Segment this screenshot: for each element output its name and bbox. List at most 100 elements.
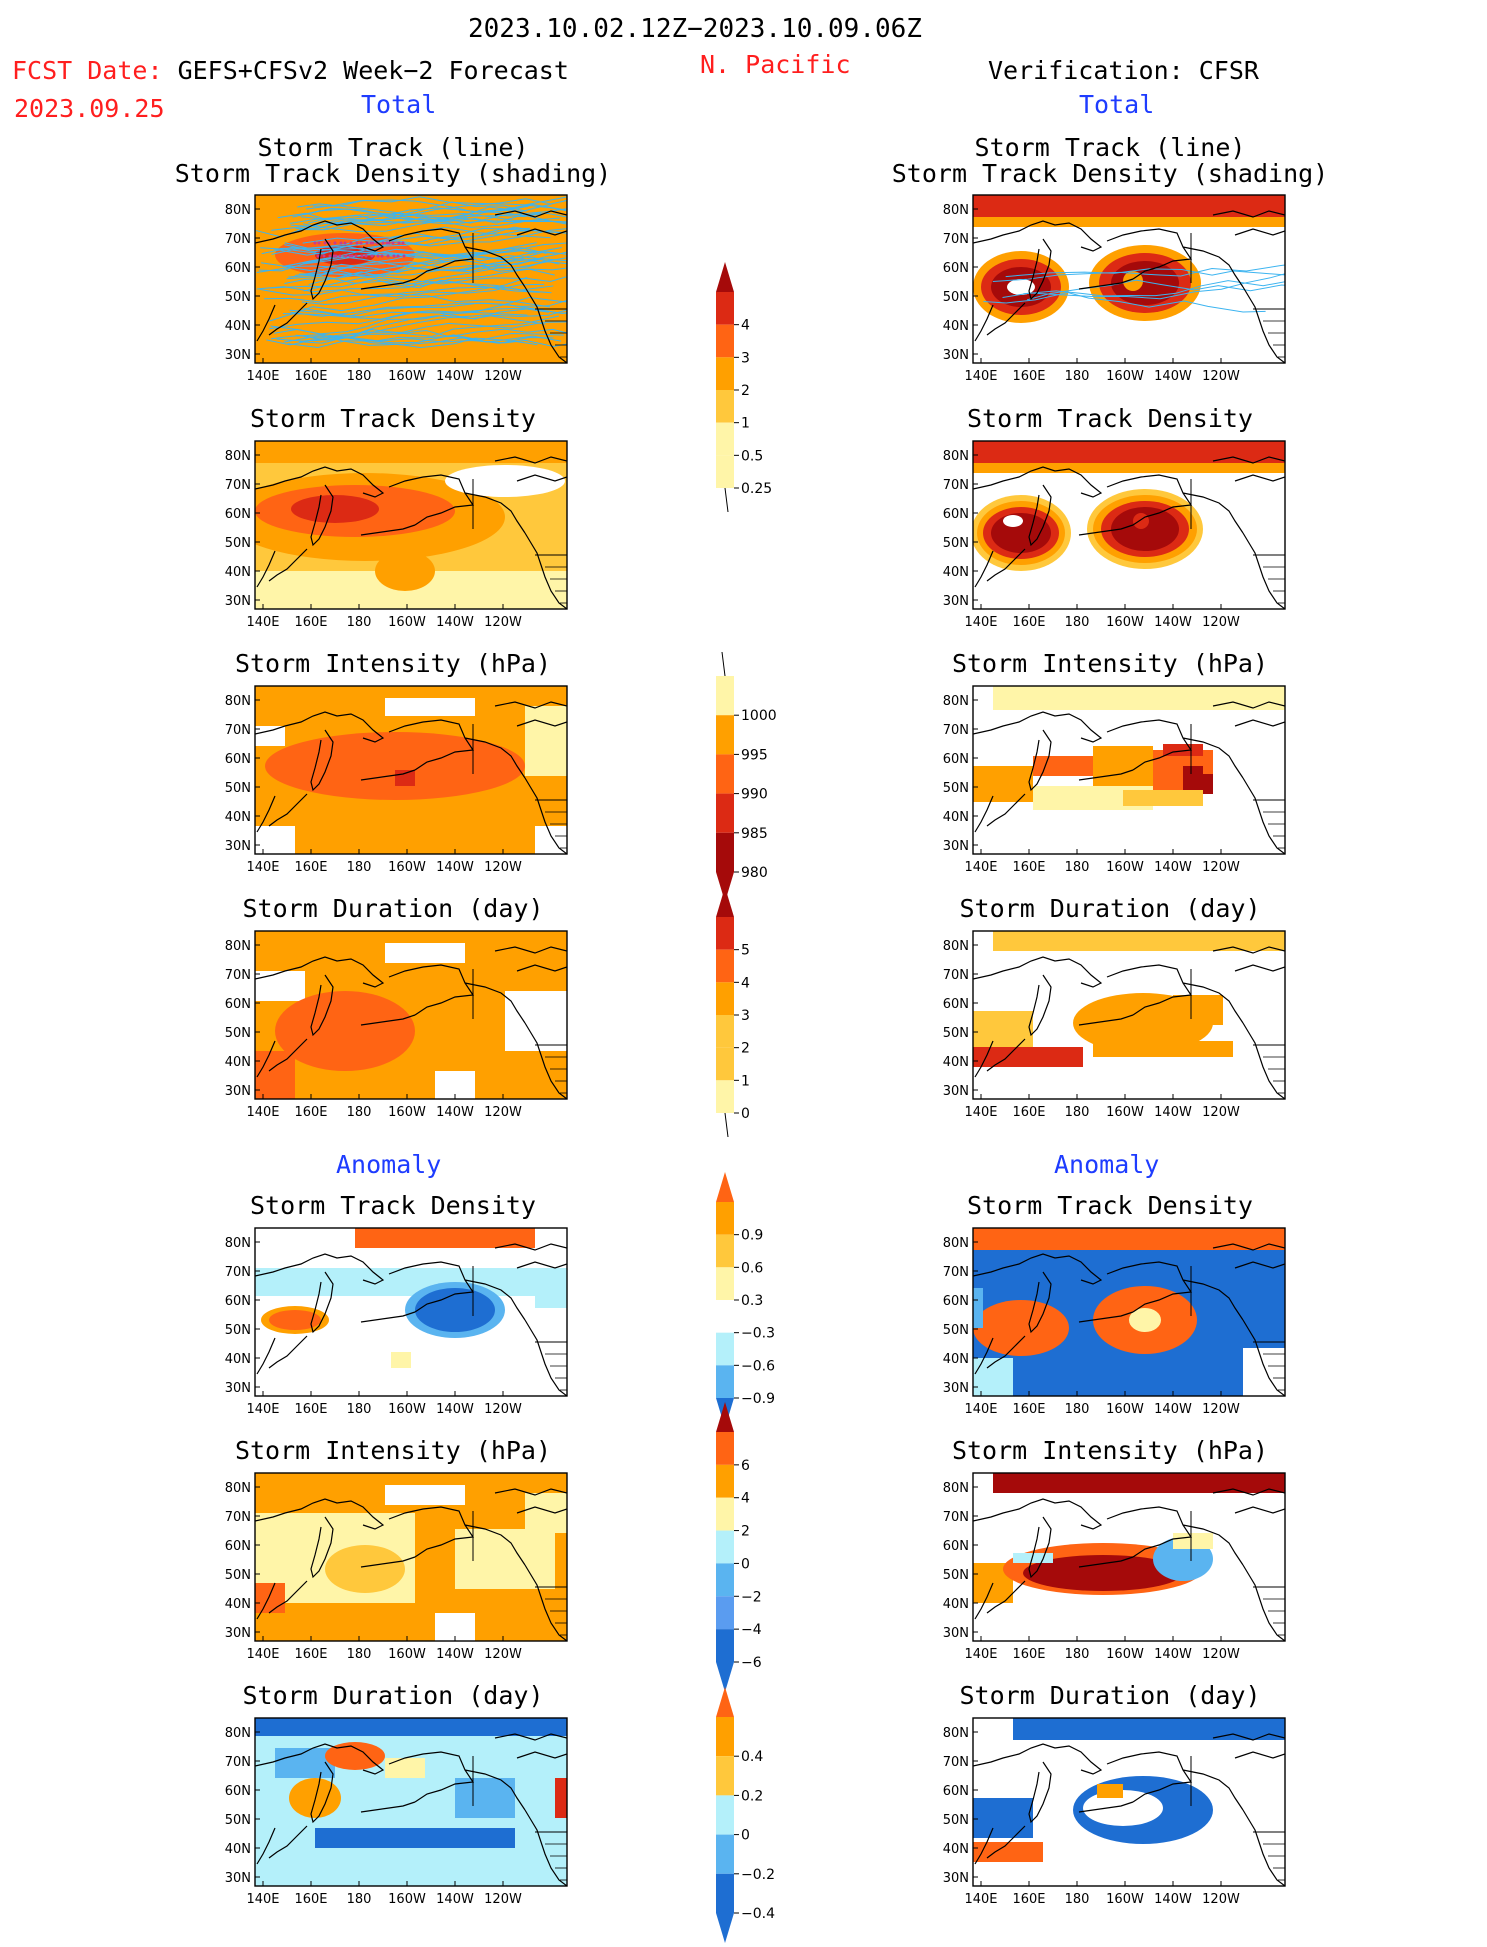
colorbar-swatch — [716, 1756, 734, 1796]
storm-track-line — [283, 302, 567, 318]
lon-tick-label: 160E — [294, 615, 327, 630]
coastline — [494, 210, 567, 218]
coastline — [464, 492, 526, 534]
lat-tick-label: 70N — [943, 1265, 969, 1280]
coastline — [1234, 228, 1285, 236]
storm-genesis-dot — [386, 254, 390, 258]
shading-layer — [973, 1473, 1285, 1641]
storm-genesis-dot — [343, 241, 347, 245]
coastline — [256, 1827, 276, 1865]
colorbar-swatch — [716, 324, 734, 358]
colorbar-label: 2 — [741, 383, 750, 399]
coastline — [268, 1580, 308, 1614]
coastline — [986, 1335, 1026, 1369]
lat-tick-label: 60N — [225, 1539, 251, 1554]
shade-area — [1173, 995, 1223, 1025]
shade-area — [325, 1545, 405, 1593]
colorbar-swatch — [716, 1015, 734, 1048]
shade-area — [1123, 790, 1203, 806]
storm-track-line — [304, 207, 567, 225]
right-anomaly-label: Anomaly — [1054, 1150, 1160, 1179]
colorbar-swatch — [716, 1563, 734, 1597]
colorbar-label: −4 — [741, 1622, 762, 1638]
lat-tick-label: 80N — [225, 939, 251, 954]
lon-tick-label: 140W — [436, 1402, 474, 1417]
lon-tick-label: 160E — [294, 1105, 327, 1120]
lat-tick-label: 40N — [225, 1597, 251, 1612]
map-left-duration: 80N 70N 60N 50N 40N 30N 140E 160E 180 160W 140W 120… — [215, 929, 575, 1123]
shade-area — [973, 441, 1285, 463]
shade-area — [255, 1718, 567, 1736]
lat-tick-label: 70N — [943, 478, 969, 493]
coastline — [1234, 719, 1285, 727]
lon-tick-label: 180 — [1065, 860, 1090, 875]
coastline — [1234, 474, 1285, 482]
shade-area — [525, 706, 567, 776]
lon-tick-label: 120W — [1202, 860, 1240, 875]
shade-area — [973, 463, 1285, 473]
colorbar-label: 0 — [741, 1106, 750, 1122]
lat-tick-label: 30N — [943, 348, 969, 363]
lat-tick-label: 50N — [943, 536, 969, 551]
lat-tick-label: 50N — [225, 536, 251, 551]
lon-tick-label: 120W — [1202, 1647, 1240, 1662]
coastline — [360, 1801, 416, 1813]
map-frame — [972, 685, 1286, 855]
shade-area — [325, 1742, 385, 1770]
lon-tick-label: 160W — [1106, 615, 1144, 630]
colorbar-swatch — [716, 1834, 734, 1874]
coastline — [1234, 1751, 1285, 1759]
coastline — [524, 1564, 567, 1641]
coastline — [1078, 524, 1134, 536]
lat-tick-label: 30N — [943, 1084, 969, 1099]
storm-genesis-dot — [381, 241, 385, 245]
colorbar-label: 1 — [741, 416, 750, 432]
lat-tick-label: 70N — [225, 232, 251, 247]
shade-area — [255, 1268, 567, 1296]
storm-genesis-dot — [344, 254, 348, 258]
coastline — [1242, 1022, 1285, 1099]
colorbar-swatch — [716, 357, 734, 390]
colorbar-swatch — [716, 949, 734, 983]
shade-area — [535, 1268, 567, 1308]
lon-tick-label: 180 — [347, 860, 372, 875]
storm-track-line — [303, 296, 567, 318]
lon-tick-label: 140E — [964, 369, 997, 384]
lon-tick-label: 120W — [484, 1402, 522, 1417]
coastline — [255, 1253, 385, 1285]
fcst-date: 2023.09.25 — [14, 94, 165, 123]
colorbar-duration-total: 5 4 3 2 1 0 — [712, 887, 782, 1147]
coastline — [464, 982, 526, 1024]
lon-tick-label: 140W — [1154, 1647, 1192, 1662]
storm-track-line — [273, 248, 567, 263]
title-right-anom-intensity: Storm Intensity (hPa) — [951, 1436, 1269, 1465]
lon-tick-label: 140W — [436, 615, 474, 630]
storm-track-line — [313, 261, 567, 278]
coastline — [1212, 946, 1285, 954]
lat-tick-label: 60N — [943, 1539, 969, 1554]
shade-area — [255, 971, 305, 1001]
coastline — [268, 302, 308, 336]
colorbar-label: 6 — [741, 1458, 750, 1474]
map-frame — [972, 1227, 1286, 1397]
lat-tick-label: 40N — [943, 1842, 969, 1857]
title-left-anom-intensity: Storm Intensity (hPa) — [234, 1436, 552, 1465]
storm-genesis-dot — [338, 254, 342, 258]
shade-area — [455, 1778, 515, 1818]
coastline — [360, 278, 416, 290]
colorbar-swatch — [716, 1432, 734, 1465]
lat-tick-label: 60N — [225, 1784, 251, 1799]
lon-tick-label: 120W — [484, 615, 522, 630]
lat-tick-label: 70N — [225, 1755, 251, 1770]
coastline — [1028, 974, 1052, 1037]
lon-tick-label: 140E — [246, 1402, 279, 1417]
coastline — [310, 1761, 334, 1824]
colorbar-swatch — [716, 793, 734, 833]
shade-area — [1183, 766, 1203, 796]
title-right-duration: Storm Duration (day) — [959, 894, 1261, 923]
shade-area — [973, 1358, 1013, 1396]
lon-tick-label: 180 — [347, 369, 372, 384]
map-frame — [254, 1227, 568, 1397]
colorbar-label: −0.2 — [741, 1867, 775, 1883]
lon-tick-label: 160E — [1012, 1647, 1045, 1662]
